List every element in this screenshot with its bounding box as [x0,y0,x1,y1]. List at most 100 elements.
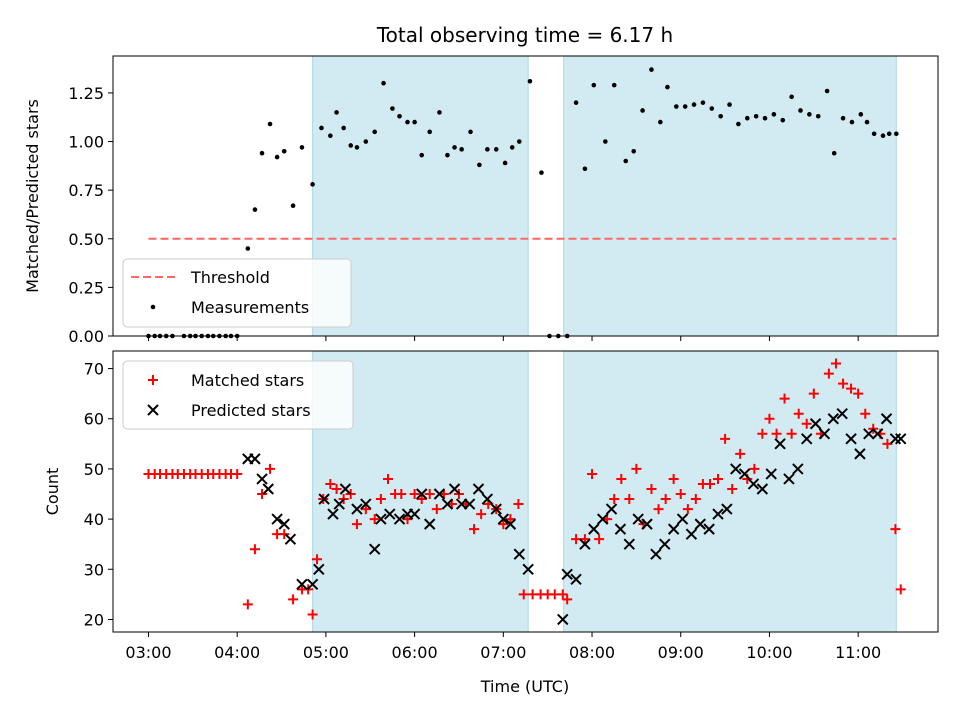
matched-stars-point [375,494,386,505]
measurement-point [831,150,837,156]
matched-stars-point [764,413,775,424]
predicted-stars-point [441,498,454,510]
matched-stars-point [571,534,582,545]
matched-stars-point [325,478,336,489]
measurement-point [658,119,663,125]
measurement-point [727,102,732,107]
x-tick-label: 03:00 [125,643,171,662]
predicted-stars-point [351,503,363,515]
ratio-legend: Threshold Measurements [122,258,352,328]
legend-box [122,258,352,328]
matched-stars-point [653,504,664,515]
matched-stars-point [808,388,819,399]
matched-stars-point [801,418,812,429]
matched-stars-point [853,388,864,399]
predicted-stars-point [632,513,644,525]
y-tick-label: 20 [84,610,104,629]
predicted-stars-point [659,538,671,550]
matched-stars-point [351,519,362,530]
matched-stars-point [396,489,407,500]
x-tick-label: 07:00 [480,643,526,662]
x-tick-label: 08:00 [569,643,615,662]
matched-stars-point [579,534,590,545]
measurement-point [573,100,579,105]
matched-stars-point [242,599,253,610]
measurement-point [753,113,759,119]
x-tick-label: 05:00 [303,643,349,662]
matched-stars-point [249,544,260,555]
matched-stars-point [668,473,679,484]
matched-stars-point [232,468,243,479]
measurement-point [485,147,490,152]
measurement-point [281,148,287,154]
predicted-stars-point [262,483,274,495]
measurement-point [744,115,750,121]
predicted-stars-point [605,503,618,515]
matched-stars-point [890,524,901,535]
matched-stars-point [749,463,760,474]
x-tick-label: 10:00 [746,643,792,662]
measurement-point [603,139,608,144]
predicted-stars-point [756,483,769,495]
matched-stars-point [713,473,723,484]
matched-stars-point [793,408,804,419]
ratio-panel: 0.00 0.25 0.50 0.75 1.00 1.25 [68,55,939,346]
measurement-point [858,112,864,117]
x-tick-label: 09:00 [658,643,704,662]
y-tick-label: 60 [84,410,104,429]
legend-box [122,360,354,430]
predicted-stars-point [463,498,476,510]
ratio-y-axis-label: Matched/Predicted stars [23,99,42,293]
axes-frame [112,350,939,633]
matched-stars-point [786,428,797,439]
matched-stars-point [562,594,573,605]
measurement-point [591,82,597,88]
predicted-stars-point [497,513,510,525]
measurement-point [582,166,588,172]
measurement-point [718,113,723,119]
measurement-point [348,143,354,148]
measurement-point [405,119,410,125]
matched-stars-point [288,594,299,605]
y-tick-label: 40 [84,510,104,529]
measurement-point [381,80,386,86]
matched-stars-point [498,519,509,530]
measurement-point [539,170,544,175]
measurement-point [437,110,442,115]
measurement-point [299,145,305,150]
predicted-stars-point [481,493,494,505]
measurement-point [849,119,855,125]
matched-stars-point [307,609,318,620]
matched-stars-point [424,489,435,500]
matched-stars-point [518,589,529,600]
measurement-point [894,131,899,137]
measurement-point [427,129,432,135]
predicted-stars-point [384,508,396,520]
chart-title: Total observing time = 6.17 h [376,23,673,47]
measurement-point [700,100,706,105]
predicted-stars-point [490,503,502,515]
measurement-point [509,145,515,150]
measurement-point [771,112,777,117]
predicted-stars-point [504,518,517,530]
matched-stars-point [557,589,568,600]
predicted-stars-point [408,508,421,520]
predicted-stars-point [712,508,724,520]
matched-stars-point [682,504,693,515]
measurement-point [363,139,369,144]
measurement-point [640,108,645,113]
y-tick-label: 70 [84,360,104,379]
count-legend: Matched stars Predicted stars [122,360,354,430]
matched-stars-point [369,514,380,525]
matched-stars-point [823,368,834,379]
measurement-point [840,115,846,121]
predicted-stars-point [416,488,428,500]
predicted-stars-point [650,548,662,560]
predicted-stars-point [667,523,680,535]
measurement-point [452,145,457,150]
legend-measurements-label: Measurements [191,298,309,317]
measurement-point [477,162,482,168]
predicted-stars-point [895,433,907,445]
predicted-stars-point [836,408,848,420]
